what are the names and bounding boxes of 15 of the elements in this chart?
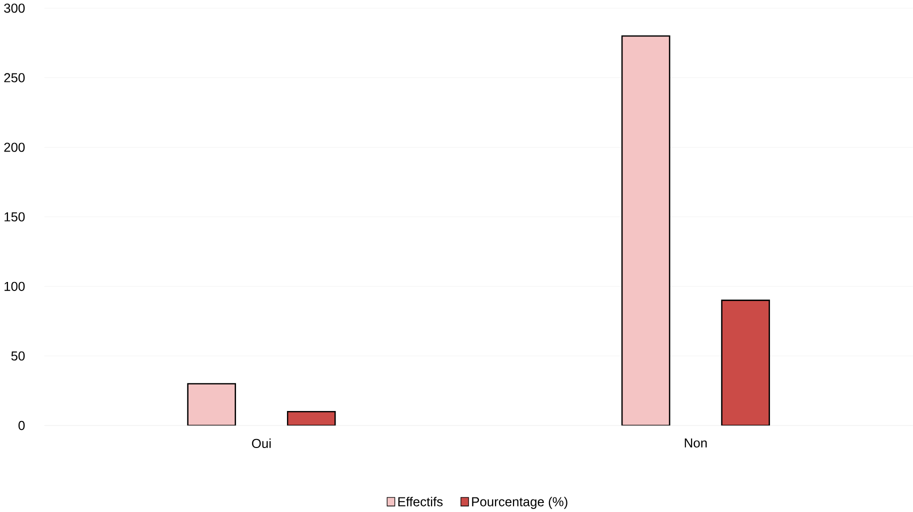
y-tick-label: 250 <box>4 73 25 82</box>
bar <box>621 35 670 426</box>
y-tick-label: 300 <box>4 4 25 13</box>
y-tick-label: 0 <box>18 420 25 430</box>
y-tick-label: 200 <box>4 142 25 152</box>
x-tick-label: Oui <box>252 438 271 448</box>
bar <box>721 300 770 426</box>
y-tick-label: 150 <box>4 212 25 222</box>
y-tick-label: 50 <box>11 351 25 360</box>
x-tick-label: Non <box>684 438 707 448</box>
bar <box>187 383 236 426</box>
legend-label: Effectifs <box>398 496 443 506</box>
legend-label: Pourcentage (%) <box>472 496 568 509</box>
bar <box>288 412 336 426</box>
y-tick-label: 100 <box>4 282 25 291</box>
